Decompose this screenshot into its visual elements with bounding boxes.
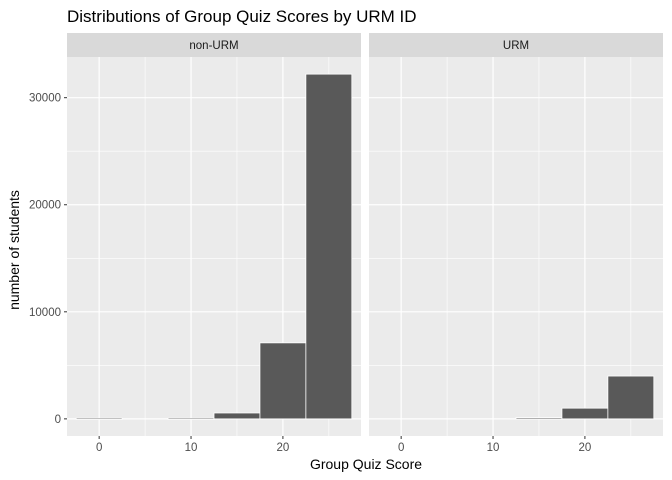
histogram-bar-urm-20 — [561, 407, 609, 420]
x-tick-label: 10 — [185, 442, 198, 454]
panel-background — [369, 57, 663, 436]
facet-panel-non-urm: non-URM 0 10 20 0 10000 20000 30000 — [29, 33, 361, 454]
facet-panel-urm: URM 0 10 20 — [369, 33, 663, 454]
x-tick-label: 0 — [96, 442, 102, 454]
y-axis-title: number of students — [6, 190, 22, 310]
x-axis-title: Group Quiz Score — [310, 456, 422, 472]
histogram-bar-non-urm-25 — [305, 73, 353, 420]
x-tick-label: 0 — [398, 442, 404, 454]
histogram-bar-urm-15 — [515, 417, 563, 420]
histogram-bar-urm-25 — [607, 375, 655, 420]
x-tick-label: 20 — [277, 442, 290, 454]
y-tick-label: 30000 — [29, 93, 61, 105]
histogram-bar-non-urm-0 — [75, 417, 123, 420]
chart-title: Distributions of Group Quiz Scores by UR… — [67, 7, 417, 26]
histogram-bar-non-urm-20 — [259, 342, 307, 420]
histogram-bar-non-urm-15 — [213, 412, 261, 420]
histogram-bar-non-urm-10 — [167, 417, 215, 420]
y-tick-label: 20000 — [29, 200, 61, 212]
facet-strip-label-non-urm: non-URM — [189, 40, 238, 52]
x-tick-label: 20 — [579, 442, 592, 454]
facet-strip-urm — [369, 33, 663, 57]
y-tick-label: 10000 — [29, 307, 61, 319]
x-tick-label: 10 — [487, 442, 500, 454]
facet-strip-label-urm: URM — [503, 40, 529, 52]
facet-strip-non-urm — [67, 33, 361, 57]
y-tick-label: 0 — [55, 414, 61, 426]
